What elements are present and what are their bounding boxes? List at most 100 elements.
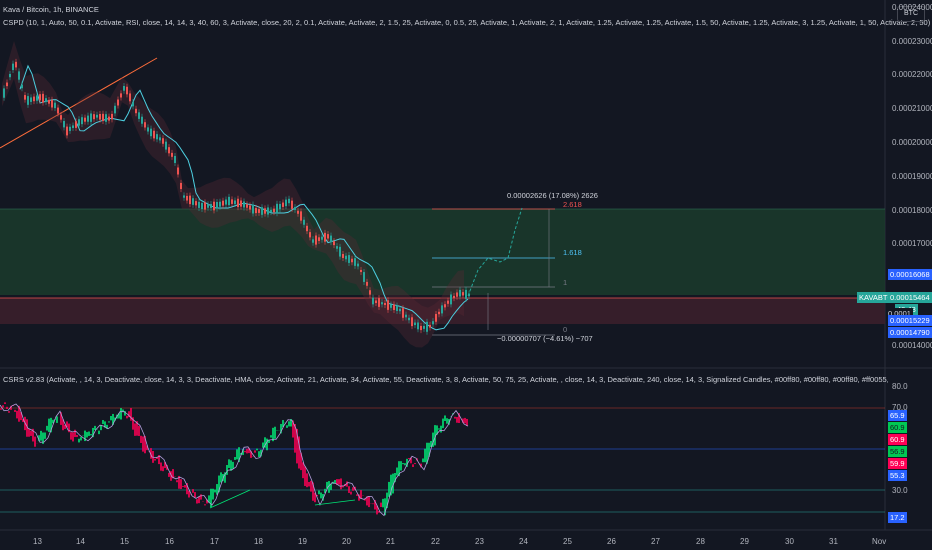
candle-body	[273, 208, 275, 213]
time-axis-label: 28	[696, 537, 705, 546]
projection-path	[467, 207, 523, 297]
candle-body	[27, 96, 29, 105]
candle-body	[327, 234, 329, 239]
currency-badge[interactable]: BTC	[897, 6, 925, 22]
candle-body	[315, 235, 317, 245]
osc-tag: 55.3	[888, 470, 907, 481]
candle-body	[168, 147, 170, 154]
green-zone	[0, 209, 885, 295]
time-axis-label: 31	[829, 537, 838, 546]
candle-body	[177, 167, 179, 175]
candle-body	[117, 99, 119, 106]
time-axis-label: 29	[740, 537, 749, 546]
candle-body	[243, 201, 245, 208]
time-axis-label: 22	[431, 537, 440, 546]
candle-body	[435, 313, 437, 322]
candle-body	[345, 255, 347, 260]
candle-body	[429, 324, 431, 328]
candle-body	[150, 128, 152, 137]
candle-body	[468, 293, 470, 297]
candle-body	[132, 101, 134, 107]
candle-body	[381, 302, 383, 305]
indicator-legend-bottom[interactable]: CSRS v2.83 (Activate, , 14, 3, Deactivat…	[3, 375, 888, 384]
candle-body	[54, 102, 56, 109]
candle-body	[6, 82, 8, 87]
candle-body	[18, 71, 20, 80]
price-axis-label: 0.00021000	[892, 104, 932, 113]
candle-body	[57, 107, 59, 114]
time-axis-label: Nov	[872, 537, 887, 546]
candle-body	[324, 232, 326, 242]
candle-body	[360, 269, 362, 273]
candle-body	[87, 115, 89, 122]
candle-body	[309, 232, 311, 238]
osc-axis-label: 70.0	[892, 403, 908, 412]
candle-body	[366, 281, 368, 286]
candle-body	[264, 208, 266, 214]
candle-body	[378, 298, 380, 307]
candle-body	[165, 141, 167, 150]
price-tag-dark: 0.0001	[886, 308, 913, 319]
osc-axis-label: 30.0	[892, 486, 908, 495]
candle-body	[153, 130, 155, 139]
candle-body	[420, 325, 422, 331]
candle-body	[423, 325, 425, 329]
candle-body	[456, 292, 458, 297]
candle-body	[108, 116, 110, 121]
candle-body	[174, 155, 176, 163]
candle-body	[396, 305, 398, 311]
osc-tag: 17.2	[888, 512, 907, 523]
candle-body	[369, 290, 371, 295]
candle-body	[384, 302, 386, 306]
candle-body	[240, 200, 242, 207]
candle-body	[198, 201, 200, 208]
candle-body	[69, 126, 71, 131]
osc-tag: 60.9	[888, 422, 907, 433]
candle-body	[156, 134, 158, 140]
candle-body	[123, 86, 125, 91]
candle-body	[219, 201, 221, 207]
candle-body	[414, 322, 416, 326]
candle-body	[96, 114, 98, 118]
osc-signal-line	[0, 403, 469, 517]
indicator-legend-top[interactable]: CSPD (10, 1, Auto, 50, 0.1, Activate, RS…	[3, 18, 931, 27]
candle-body	[21, 84, 23, 89]
candle-body	[30, 97, 32, 102]
candle-body	[291, 200, 293, 209]
candle-body	[447, 300, 449, 304]
band-fill	[2, 40, 464, 348]
candle-body	[450, 294, 452, 305]
candle-body	[393, 304, 395, 310]
candle-body	[279, 203, 281, 210]
time-axis-label: 30	[785, 537, 794, 546]
candle-body	[288, 198, 290, 204]
candle-body	[171, 152, 173, 157]
candle-body	[135, 108, 137, 114]
candle-body	[300, 211, 302, 221]
candle-body	[42, 93, 44, 103]
price-tag-current: 0.00015464	[888, 292, 932, 303]
candle-body	[228, 196, 230, 206]
candle-body	[462, 292, 464, 296]
candle-body	[465, 289, 467, 299]
osc-axis-label: 80.0	[892, 382, 908, 391]
candle-body	[375, 300, 377, 304]
osc-tag: 60.9	[888, 434, 907, 445]
candle-body	[183, 195, 185, 198]
fib-level-1618: 1.618	[563, 248, 582, 257]
candle-body	[453, 295, 455, 299]
fib-level-2618: 2.618	[563, 200, 582, 209]
candle-body	[90, 113, 92, 122]
time-axis-label: 23	[475, 537, 484, 546]
osc-tag: 56.9	[888, 446, 907, 457]
candle-body	[306, 225, 308, 232]
candle-body	[210, 204, 212, 208]
candle-body	[399, 308, 401, 312]
osc-trendline	[209, 489, 251, 509]
time-axis-label: 19	[298, 537, 307, 546]
time-axis-label: 18	[254, 537, 263, 546]
candle-body	[33, 96, 35, 102]
candle-body	[444, 304, 446, 308]
candle-body	[249, 205, 251, 210]
